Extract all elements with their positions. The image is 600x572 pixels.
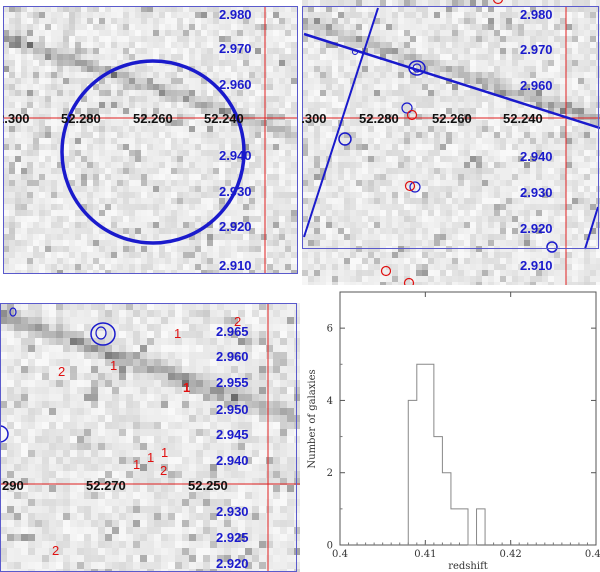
plot-frame bbox=[339, 291, 597, 546]
histogram-outline bbox=[407, 363, 486, 546]
dec-tick-4: 2.940 bbox=[520, 149, 553, 164]
galaxy-markers bbox=[338, 0, 558, 285]
dec-tick-6: 2.920 bbox=[219, 219, 252, 234]
dec-tick-2: 2.970 bbox=[219, 41, 252, 56]
ra-tick-2: 52.280 bbox=[359, 111, 399, 126]
galaxy-marker bbox=[401, 102, 413, 114]
panel-frame bbox=[302, 6, 599, 249]
galaxy-marker bbox=[0, 425, 9, 443]
y-axis-label: Number of galaxies bbox=[307, 369, 318, 468]
galaxy-marker bbox=[546, 241, 558, 253]
histogram-bin bbox=[417, 364, 434, 545]
x-tick-label: 0.43 bbox=[585, 549, 600, 560]
galaxy-marker bbox=[95, 326, 107, 340]
dec-tick-2: 2.970 bbox=[520, 42, 553, 57]
dec-tick-5: 2.945 bbox=[216, 427, 249, 442]
galaxy-marker bbox=[9, 307, 17, 317]
galaxy-marker bbox=[408, 60, 426, 76]
x-tick-label: 0.41 bbox=[414, 549, 436, 560]
sky-image bbox=[302, 0, 600, 285]
dec-tick-5: 2.930 bbox=[520, 185, 553, 200]
redshift-label: 1 bbox=[110, 358, 117, 373]
image-panel-top-right: 2.300 52.280 52.260 52.240 2.980 2.970 2… bbox=[302, 0, 600, 285]
dec-tick-1: 2.980 bbox=[219, 7, 252, 22]
histogram-bin bbox=[434, 437, 443, 545]
sky-image bbox=[0, 303, 300, 572]
redshift-histogram: 0.4 0.41 0.42 0.43 0 2 4 6 redshift Number of g… bbox=[307, 291, 600, 572]
galaxy-marker bbox=[338, 132, 352, 146]
dec-tick-7: 2.910 bbox=[219, 258, 252, 273]
redshift-marker bbox=[404, 180, 416, 192]
dec-tick-3: 2.955 bbox=[216, 375, 249, 390]
dec-tick-6: 2.920 bbox=[520, 221, 553, 236]
dec-tick-9: 2.920 bbox=[216, 556, 249, 571]
histogram-bin bbox=[451, 509, 468, 545]
dec-tick-7: 2.910 bbox=[520, 258, 553, 273]
slit-line-edge bbox=[584, 206, 599, 250]
ra-tick-1: 290 bbox=[2, 478, 24, 493]
galaxy-marker bbox=[412, 63, 422, 73]
dec-tick-6: 2.940 bbox=[216, 453, 249, 468]
histogram-bin bbox=[477, 509, 486, 545]
dec-tick-3: 2.960 bbox=[219, 77, 252, 92]
galaxy-marker bbox=[409, 181, 421, 193]
ra-tick-2: 52.270 bbox=[86, 478, 126, 493]
redshift-label: 1 bbox=[174, 326, 181, 341]
y-tick-label: 2 bbox=[327, 468, 333, 479]
dec-tick-1: 2.980 bbox=[520, 7, 553, 22]
redshift-label: 2 bbox=[234, 314, 241, 329]
redshift-marker bbox=[493, 0, 503, 5]
dec-tick-5: 2.930 bbox=[219, 184, 252, 199]
dec-tick-3: 2.960 bbox=[520, 78, 553, 93]
y-tick-label: 6 bbox=[327, 324, 333, 335]
redshift-label: 2 bbox=[160, 463, 167, 478]
histogram-bin bbox=[408, 400, 417, 545]
cluster-radius-circle bbox=[60, 59, 246, 245]
redshift-label: 1 bbox=[161, 445, 168, 460]
galaxy-marker bbox=[352, 49, 358, 55]
ra-tick-1: 2.300 bbox=[302, 111, 327, 126]
galaxy-marker bbox=[90, 322, 116, 346]
y-tick-label: 0 bbox=[327, 541, 333, 552]
dec-tick-2: 2.960 bbox=[216, 349, 249, 364]
y-tick-label: 4 bbox=[327, 396, 333, 407]
ra-tick-3: 52.260 bbox=[133, 111, 173, 126]
redshift-marker bbox=[403, 277, 415, 285]
redshift-marker bbox=[406, 109, 418, 121]
dec-tick-8: 2.925 bbox=[216, 530, 249, 545]
dec-tick-4: 2.940 bbox=[219, 148, 252, 163]
x-tick-label: 0.42 bbox=[500, 549, 522, 560]
redshift-label: 1 bbox=[133, 457, 140, 472]
redshift-marker bbox=[380, 265, 392, 277]
ra-tick-4: 52.240 bbox=[503, 111, 543, 126]
redshift-label: 2 bbox=[58, 364, 65, 379]
x-axis-label: redshift bbox=[448, 561, 488, 572]
redshift-label: 1 bbox=[147, 450, 154, 465]
slit-line-steep bbox=[303, 7, 379, 238]
x-tick-label: 0.4 bbox=[332, 549, 348, 560]
ra-tick-4: 52.240 bbox=[204, 111, 244, 126]
sky-image bbox=[3, 6, 298, 274]
redshift-label: 2 bbox=[52, 543, 59, 558]
histogram-bins bbox=[408, 364, 485, 545]
image-panel-top-left: 2.300 52.280 52.260 52.240 2.980 2.970 2… bbox=[3, 6, 298, 274]
dec-tick-4: 2.950 bbox=[216, 402, 249, 417]
ra-tick-3: 52.260 bbox=[432, 111, 472, 126]
redshift-labels: 1 2 2 1 1 1 1 1 2 2 bbox=[52, 314, 241, 558]
panel-frame bbox=[3, 6, 298, 274]
ra-tick-3: 52.250 bbox=[188, 478, 228, 493]
galaxy-markers bbox=[0, 307, 116, 443]
ra-tick-2: 52.280 bbox=[61, 111, 101, 126]
image-panel-bottom-left: 1 2 2 1 1 1 1 1 2 2 290 52.270 52.250 2.… bbox=[0, 303, 300, 572]
histogram-bin bbox=[442, 473, 451, 545]
redshift-label: 1 bbox=[183, 380, 190, 395]
dec-tick-1: 2.965 bbox=[216, 324, 249, 339]
ra-tick-1: 2.300 bbox=[3, 111, 30, 126]
axis-ticks: 0.4 0.41 0.42 0.43 0 2 4 6 bbox=[327, 292, 600, 560]
dec-tick-7: 2.930 bbox=[216, 504, 249, 519]
